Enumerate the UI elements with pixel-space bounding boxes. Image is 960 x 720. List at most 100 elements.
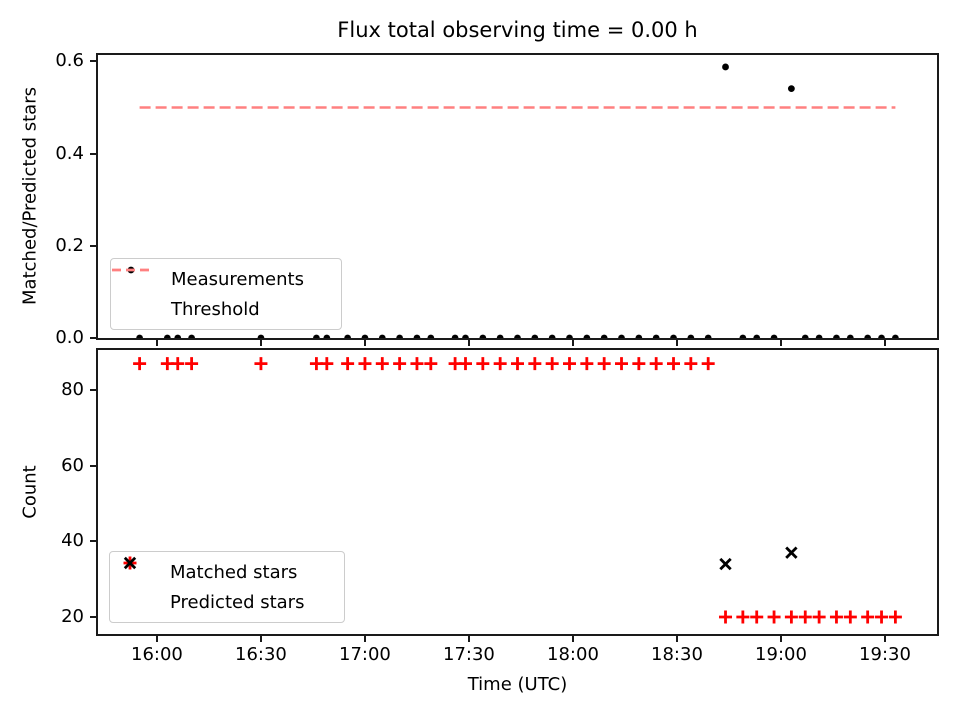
measurement-point <box>739 334 747 338</box>
x-tick-mark <box>883 340 886 346</box>
matched-stars-point <box>719 610 733 624</box>
x-tick-mark <box>883 636 886 642</box>
predicted-stars-point <box>785 546 798 559</box>
x-tick-mark <box>259 636 262 642</box>
measurement-point <box>770 334 778 338</box>
matched-stars-point <box>185 357 199 371</box>
matched-stars-point <box>649 357 663 371</box>
matched-stars-point <box>358 357 372 371</box>
measurement-point <box>344 334 352 338</box>
legend-label-threshold: Threshold <box>171 298 260 320</box>
measurement-point <box>833 334 840 338</box>
matched-stars-point <box>458 357 472 371</box>
matched-stars-point <box>375 357 389 371</box>
matched-stars-point <box>563 357 577 371</box>
matched-stars-point <box>476 357 490 371</box>
x-tick-label: 18:30 <box>651 644 703 665</box>
matched-stars-point <box>133 357 147 371</box>
measurement-point <box>531 334 539 338</box>
measurement-point <box>753 334 761 338</box>
x-tick-mark <box>363 340 366 346</box>
y-tick-mark <box>90 337 96 339</box>
measurement-point <box>801 334 809 338</box>
y-tick-mark <box>90 152 96 155</box>
predicted-stars-point <box>719 557 732 571</box>
matched-stars-point <box>843 610 857 624</box>
matched-stars-point <box>580 357 594 371</box>
y-tick-mark <box>90 464 96 467</box>
matched-stars-point <box>784 610 798 624</box>
matched-stars-point <box>767 610 781 624</box>
y-tick-label: 80 <box>61 379 84 401</box>
y-tick-label: 0.0 <box>55 327 84 348</box>
measurement-point <box>396 334 404 338</box>
y-tick-mark <box>90 60 96 63</box>
measurement-point <box>878 334 885 338</box>
measurement-point <box>462 334 469 338</box>
measurement-point <box>361 334 369 338</box>
matched-stars-point <box>410 357 424 371</box>
x-tick-mark <box>675 636 678 642</box>
matched-stars-point <box>493 357 507 371</box>
matched-stars-point <box>736 610 750 624</box>
measurement-point <box>846 334 854 338</box>
measurement-point <box>566 334 573 338</box>
matched-stars-point <box>424 357 438 371</box>
y-tick-label: 40 <box>61 530 84 552</box>
measurement-point <box>427 334 435 338</box>
x-tick-mark <box>571 636 574 642</box>
measurement-point <box>722 63 729 71</box>
y-tick-mark <box>90 540 96 543</box>
bottom-plot-area: Matched stars Predicted stars <box>96 348 939 636</box>
legend-row-threshold: Threshold <box>112 268 329 324</box>
matched-stars-point <box>545 357 559 371</box>
matched-stars-point <box>632 357 646 371</box>
matched-stars-point <box>320 357 334 371</box>
measurement-point <box>413 334 421 338</box>
measurement-point <box>652 334 660 338</box>
y-tick-mark <box>90 244 96 247</box>
measurement-point <box>864 334 872 338</box>
matched-stars-point <box>701 357 715 371</box>
top-y-axis-label: Matched/Predicted stars <box>19 87 41 305</box>
matched-stars-point <box>341 357 355 371</box>
matched-stars-point <box>888 610 902 624</box>
plot-canvas <box>133 357 902 624</box>
y-tick-mark <box>90 615 96 618</box>
measurement-point <box>313 334 320 338</box>
matched-stars-point <box>750 610 764 624</box>
top-plot-area: Measurements Threshold <box>96 53 939 340</box>
measurement-point <box>704 334 712 338</box>
x-tick-mark <box>467 636 470 642</box>
legend-label-matched-stars: Matched stars <box>170 561 298 583</box>
measurement-point <box>600 334 608 338</box>
plot-canvas <box>136 63 899 338</box>
x-tick-label: 17:00 <box>339 644 391 665</box>
matched-stars-point <box>615 357 629 371</box>
measurement-point <box>670 334 677 338</box>
measurement-point <box>163 334 171 338</box>
measurement-point <box>787 85 795 93</box>
measurement-point <box>257 334 265 338</box>
x-tick-label: 16:00 <box>131 644 183 665</box>
matched-stars-point <box>597 357 611 371</box>
measurement-point <box>174 334 182 338</box>
x-tick-label: 19:00 <box>755 644 807 665</box>
measurement-point <box>323 334 331 338</box>
measurement-point <box>815 334 823 338</box>
measurement-point <box>136 334 144 338</box>
measurement-point <box>618 334 625 338</box>
x-tick-mark <box>155 636 158 642</box>
matched-stars-point <box>798 610 812 624</box>
measurement-point <box>583 334 591 338</box>
measurement-point <box>635 334 643 338</box>
measurement-point <box>479 334 487 338</box>
measurement-point <box>451 334 459 338</box>
x-tick-mark <box>467 340 470 346</box>
matched-stars-point <box>528 357 542 371</box>
x-axis-label: Time (UTC) <box>467 674 568 695</box>
bottom-legend: Matched stars Predicted stars <box>109 551 345 623</box>
matched-stars-point <box>254 357 268 371</box>
legend-label-predicted-stars: Predicted stars <box>170 591 305 613</box>
